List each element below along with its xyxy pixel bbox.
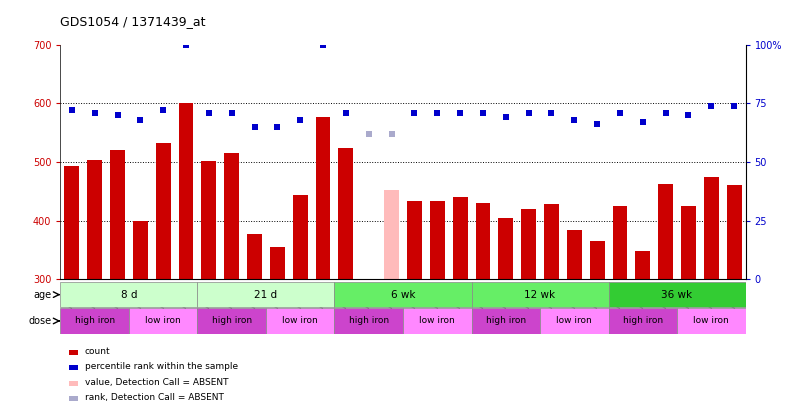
Bar — [316, 117, 330, 279]
Text: 6 wk: 6 wk — [391, 290, 415, 300]
Bar — [266, 308, 334, 334]
Bar — [472, 282, 609, 307]
Bar — [64, 166, 79, 279]
Bar — [609, 282, 746, 307]
Bar — [704, 177, 719, 279]
Bar — [498, 218, 513, 279]
Bar — [339, 148, 353, 279]
Bar — [110, 150, 125, 279]
Text: high iron: high iron — [349, 316, 388, 326]
Bar — [567, 230, 582, 279]
Bar — [224, 153, 239, 279]
Text: dose: dose — [28, 316, 52, 326]
Bar — [197, 308, 266, 334]
Text: 36 wk: 36 wk — [662, 290, 692, 300]
Text: low iron: low iron — [282, 316, 318, 326]
Bar — [472, 308, 540, 334]
Bar — [613, 206, 627, 279]
Text: rank, Detection Call = ABSENT: rank, Detection Call = ABSENT — [85, 393, 223, 402]
Bar — [476, 203, 490, 279]
Bar — [540, 308, 609, 334]
Text: high iron: high iron — [212, 316, 251, 326]
Bar — [430, 201, 445, 279]
Bar — [384, 190, 399, 279]
Text: low iron: low iron — [419, 316, 455, 326]
Text: high iron: high iron — [486, 316, 526, 326]
Bar — [334, 282, 472, 307]
Bar — [60, 308, 129, 334]
Bar — [156, 143, 171, 279]
Bar — [334, 308, 403, 334]
Bar — [677, 308, 746, 334]
Bar — [133, 221, 147, 279]
Bar — [727, 185, 742, 279]
Bar — [129, 308, 197, 334]
Bar — [403, 308, 472, 334]
Bar — [544, 204, 559, 279]
Text: low iron: low iron — [145, 316, 181, 326]
Text: 8 d: 8 d — [121, 290, 137, 300]
Text: percentile rank within the sample: percentile rank within the sample — [85, 362, 238, 371]
Bar — [270, 247, 285, 279]
Bar — [521, 209, 536, 279]
Text: high iron: high iron — [623, 316, 663, 326]
Text: 21 d: 21 d — [255, 290, 277, 300]
Bar — [247, 234, 262, 279]
Bar — [590, 241, 604, 279]
Bar — [87, 160, 102, 279]
Bar — [453, 197, 467, 279]
Bar — [202, 162, 216, 279]
Bar — [197, 282, 334, 307]
Text: 12 wk: 12 wk — [525, 290, 555, 300]
Text: low iron: low iron — [693, 316, 729, 326]
Bar — [293, 196, 308, 279]
Text: age: age — [33, 290, 52, 300]
Bar — [60, 282, 197, 307]
Bar — [659, 184, 673, 279]
Text: high iron: high iron — [75, 316, 114, 326]
Bar — [179, 103, 193, 279]
Bar — [407, 201, 422, 279]
Text: value, Detection Call = ABSENT: value, Detection Call = ABSENT — [85, 378, 228, 387]
Bar — [635, 251, 650, 279]
Text: GDS1054 / 1371439_at: GDS1054 / 1371439_at — [60, 15, 206, 28]
Bar — [681, 206, 696, 279]
Text: count: count — [85, 347, 110, 356]
Text: low iron: low iron — [556, 316, 592, 326]
Bar — [609, 308, 677, 334]
